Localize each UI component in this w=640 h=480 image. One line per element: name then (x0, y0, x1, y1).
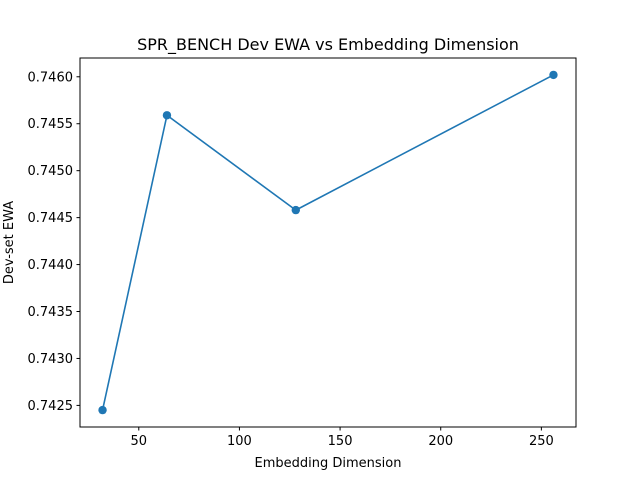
data-point (162, 111, 172, 120)
chart-title: SPR_BENCH Dev EWA vs Embedding Dimension (137, 35, 519, 55)
data-point (98, 405, 107, 415)
x-axis-label: Embedding Dimension (255, 456, 402, 471)
x-tick-label: 200 (428, 434, 453, 449)
x-tick-label: 100 (227, 434, 252, 449)
y-tick-label: 0.7450 (28, 164, 74, 179)
x-tick-label: 250 (529, 434, 554, 449)
data-point (549, 70, 558, 80)
y-tick-label: 0.7435 (28, 305, 74, 320)
y-tick-label: 0.7425 (28, 399, 74, 414)
plot-frame (79, 57, 577, 428)
x-axis: 50 100 150 200 250 (131, 427, 554, 449)
y-tick-label: 0.7455 (28, 117, 74, 132)
x-tick-label: 50 (131, 434, 148, 449)
plot-series (98, 70, 558, 415)
y-tick-label: 0.7440 (28, 258, 74, 273)
data-point (291, 205, 300, 215)
y-axis: 0.7425 0.7430 0.7435 0.7440 0.7445 0.7450 0.74… (28, 70, 80, 414)
y-tick-label: 0.7445 (28, 211, 74, 226)
series-line (101, 74, 554, 411)
y-axis-label: Dev-set EWA (2, 201, 17, 284)
x-tick-label: 150 (328, 434, 353, 449)
y-tick-label: 0.7460 (28, 70, 74, 85)
y-tick-label: 0.7430 (28, 352, 74, 367)
